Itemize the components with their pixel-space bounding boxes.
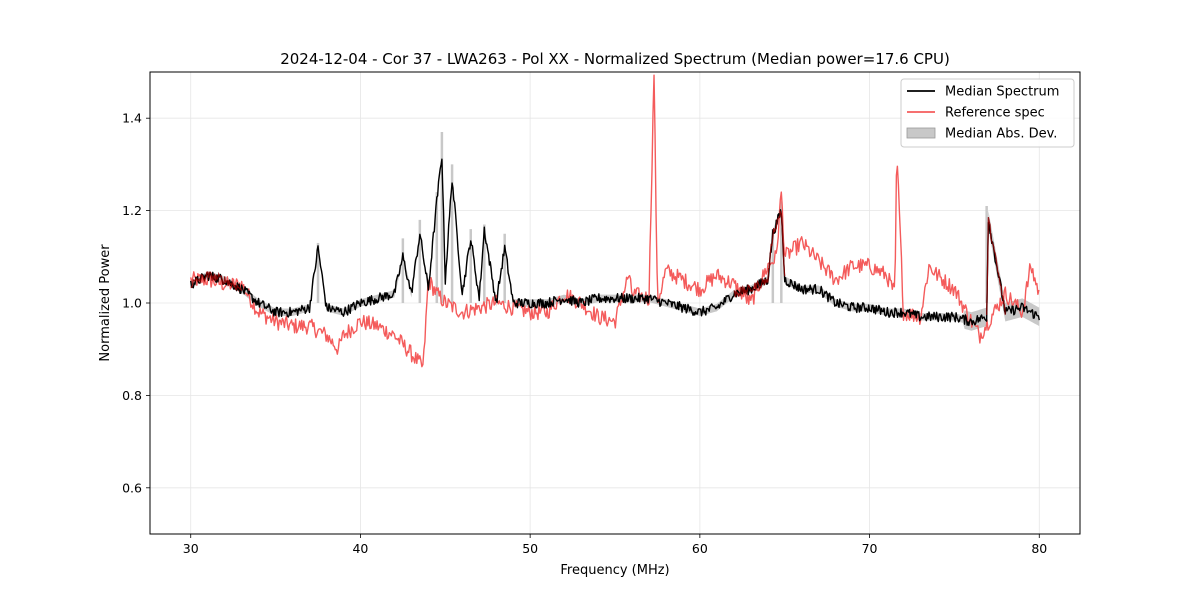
x-tick-label: 30: [183, 541, 199, 556]
x-tick-label: 40: [352, 541, 368, 556]
y-tick-label: 1.4: [122, 111, 142, 126]
y-tick-label: 1.0: [122, 296, 142, 311]
y-axis-label: Normalized Power: [98, 244, 113, 362]
legend-label: Reference spec: [945, 106, 1045, 121]
y-tick-label: 0.8: [122, 388, 142, 403]
x-axis-label: Frequency (MHz): [560, 563, 669, 578]
x-tick-label: 70: [862, 541, 878, 556]
overlap-segment: [733, 209, 786, 298]
y-tick-label: 0.6: [122, 480, 142, 495]
series-lines: [190, 74, 1040, 368]
x-tick-label: 80: [1031, 541, 1047, 556]
grid: [150, 72, 1080, 534]
mad-band-area: [190, 151, 1040, 331]
legend-label: Median Spectrum: [945, 85, 1059, 100]
x-tick-label: 60: [692, 541, 708, 556]
axes: 30 40 50 60 70 80 0.6 0.8 1.0 1.2 1.4: [122, 111, 1047, 556]
y-tick-label: 1.2: [122, 203, 142, 218]
legend-label: Median Abs. Dev.: [945, 127, 1057, 142]
overlap-segment: [190, 271, 243, 291]
legend-swatch-patch: [906, 127, 936, 139]
legend-box: [900, 78, 1075, 148]
chart-title: 2024-12-04 - Cor 37 - LWA263 - Pol XX - …: [280, 50, 950, 68]
overlap-segment: [986, 217, 1006, 315]
legend: Median Spectrum Reference spec Median Abs.…: [900, 78, 1075, 148]
median-spectrum-line: [190, 158, 1040, 327]
x-tick-label: 50: [522, 541, 538, 556]
reference-spec-line: [190, 74, 1040, 368]
